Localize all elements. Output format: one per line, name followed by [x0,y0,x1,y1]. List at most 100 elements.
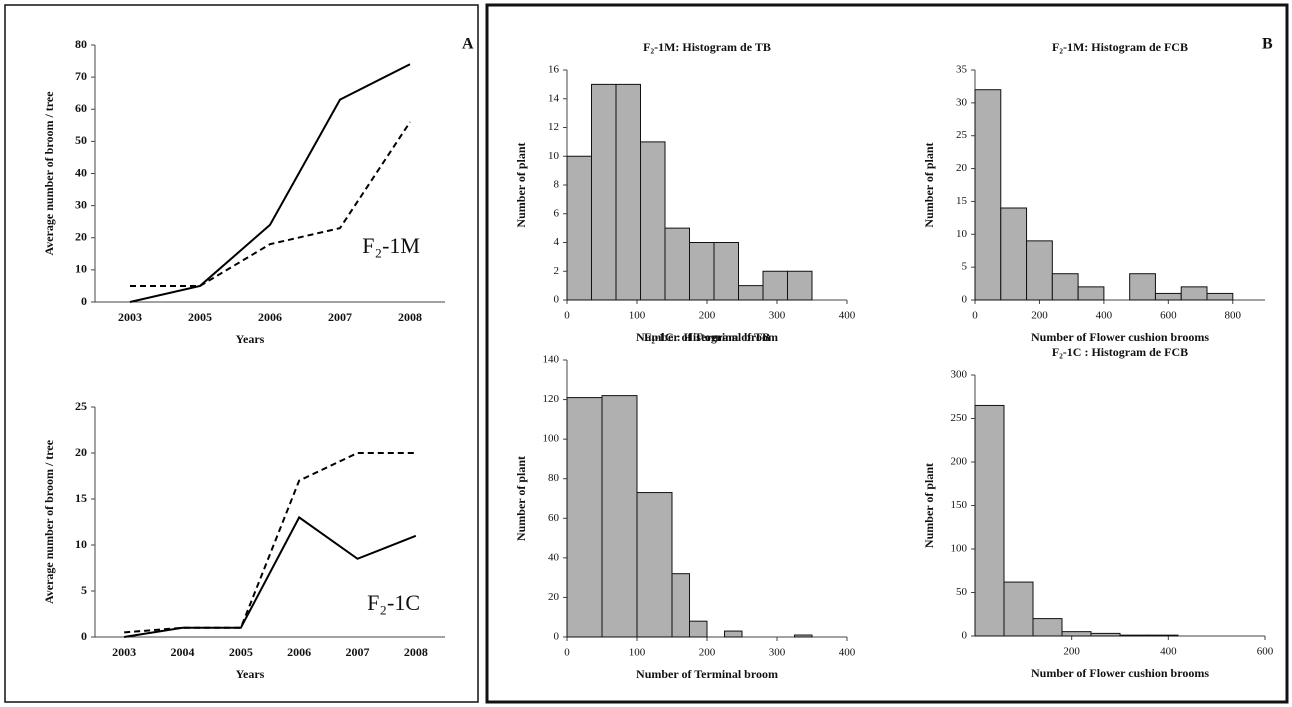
panel-a-border [4,4,479,703]
x-axis-label: Years [236,332,265,346]
annotation: F₂-1C [367,590,420,615]
x-tick-label: 100 [629,310,646,322]
x-tick-label: 200 [699,647,716,659]
histogram-bar [566,397,603,638]
y-tick-label: 50 [75,133,87,147]
histogram-bar [1000,207,1028,301]
y-tick-label: 15 [956,195,968,207]
histogram-bar [713,242,739,301]
y-tick-label: 15 [75,491,87,505]
histogram-bar [591,83,617,301]
y-tick-label: 80 [548,472,560,484]
histogram-bar [974,89,1002,301]
y-tick-label: 20 [548,591,560,603]
histogram-bar [1032,618,1063,637]
x-tick-label: 2004 [171,645,195,659]
y-tick-label: 250 [951,412,968,424]
panel-b-border [485,3,1289,704]
histogram-bar [601,395,638,638]
histogram-bar [689,620,708,638]
histogram-bar [566,155,592,301]
y-tick-label: 14 [548,92,560,104]
histogram-bar [1154,292,1182,301]
chart-title: F₂-1C : Histogram de FCB [1052,345,1188,359]
y-tick-label: 12 [548,121,559,133]
y-axis-label: Number of plant [514,456,528,541]
histogram-bar [615,83,641,301]
y-tick-label: 120 [543,393,560,405]
y-tick-label: 100 [543,433,560,445]
y-axis-label: Number of plant [514,142,528,227]
x-axis-label: Years [236,667,265,681]
x-tick-label: 2008 [398,310,422,324]
y-tick-label: 10 [956,228,968,240]
histogram-bar [664,227,690,301]
y-tick-label: 20 [75,230,87,244]
histogram-bar [724,630,743,638]
x-tick-label: 2007 [328,310,352,324]
histogram-bar [1129,273,1156,301]
line-series [124,515,417,638]
y-tick-label: 60 [75,101,87,115]
y-tick-label: 2 [554,265,560,277]
y-tick-label: 20 [956,162,968,174]
y-tick-label: 0 [962,294,968,306]
x-tick-label: 300 [769,647,786,659]
y-axis-label: Number of plant [922,142,936,227]
x-tick-label: 200 [1031,310,1048,322]
histogram-bar [787,270,813,301]
y-tick-label: 6 [554,207,560,219]
y-tick-label: 0 [554,294,560,306]
y-tick-label: 10 [75,537,87,551]
y-tick-label: 100 [951,543,968,555]
x-tick-label: 600 [1160,310,1177,322]
x-tick-label: 0 [564,647,570,659]
y-axis-label: Average number of broom / tree [42,91,56,256]
histogram-bar [1180,286,1208,301]
x-tick-label: 400 [1160,646,1177,658]
histogram-bar [671,573,690,638]
y-tick-label: 25 [75,399,87,413]
x-tick-label: 100 [629,647,646,659]
panel-label: B [1262,36,1273,53]
chart-title: F₂-1C : Histogram of TB [644,330,770,344]
annotation: F₂-1M [362,233,420,258]
histogram-bar [1148,634,1179,637]
y-tick-label: 4 [554,236,560,248]
histogram-bar [794,634,813,638]
x-tick-label: 400 [839,647,856,659]
y-axis-label: Number of plant [922,463,936,548]
y-tick-label: 40 [548,551,560,563]
chart-title: F₂-1M: Histogram de FCB [1052,40,1188,54]
histogram-bar [738,285,764,301]
histogram-bar [689,242,715,301]
y-tick-label: 0 [81,629,87,643]
y-tick-label: 30 [75,197,87,211]
histogram-bar [974,404,1005,637]
line-series [129,63,411,303]
x-tick-label: 2003 [118,310,142,324]
x-tick-label: 600 [1257,646,1274,658]
y-tick-label: 0 [962,630,968,642]
histogram-bar [1119,634,1150,637]
x-tick-label: 2003 [112,645,136,659]
panel-label: A [462,36,474,53]
histogram-bar [762,270,788,301]
histogram-bar [1061,631,1092,637]
x-axis-label: Number of Flower cushion brooms [1031,666,1209,680]
y-tick-label: 20 [75,445,87,459]
x-tick-label: 2007 [346,645,370,659]
y-tick-label: 10 [75,262,87,276]
histogram-bar [1090,632,1121,637]
y-tick-label: 70 [75,69,87,83]
y-axis-label: Average number of broom / tree [42,439,56,604]
y-tick-label: 200 [951,456,968,468]
y-tick-label: 10 [548,150,560,162]
chart-title: F₂-1M: Histogram de TB [643,40,771,54]
x-axis-label: Number of Terminal broom [636,330,778,344]
histogram-bar [1051,273,1079,301]
x-tick-label: 800 [1225,310,1242,322]
x-tick-label: 2008 [404,645,428,659]
y-tick-label: 80 [75,37,87,51]
